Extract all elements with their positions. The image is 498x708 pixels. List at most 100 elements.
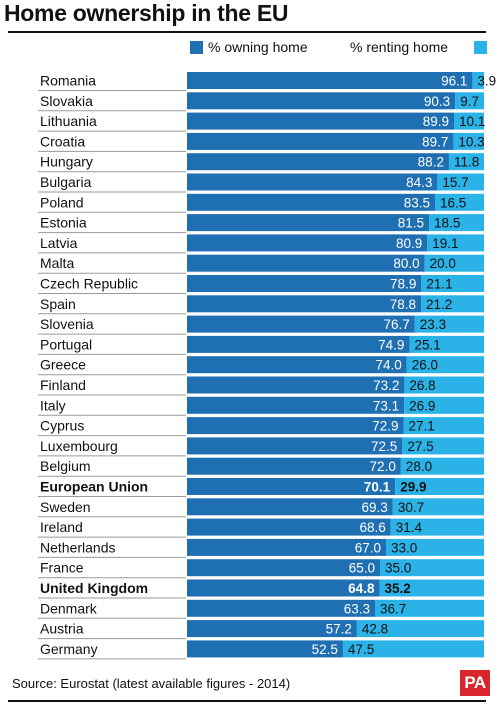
owning-value-label: 52.5 <box>312 642 338 657</box>
owning-value-label: 89.9 <box>423 114 449 129</box>
owning-bar <box>187 376 405 394</box>
owning-bar <box>187 417 404 435</box>
category-label: Portugal <box>40 336 92 352</box>
owning-bar <box>187 234 428 252</box>
category-label: Belgium <box>40 458 91 474</box>
owning-value-label: 90.3 <box>424 94 450 109</box>
owning-value-label: 72.5 <box>371 439 397 454</box>
category-label: Spain <box>40 296 76 312</box>
renting-bar <box>356 620 484 638</box>
category-label: Romania <box>40 73 96 89</box>
renting-value-label: 21.1 <box>426 277 452 292</box>
legend-renting-label: % renting home <box>350 39 449 55</box>
renting-bar <box>404 396 484 414</box>
owning-bar <box>187 72 473 89</box>
bar-chart: Romania 96.1 3.9 Slovakia 90.3 9.7 Lithuania 89… <box>38 72 496 660</box>
renting-bar <box>403 417 484 435</box>
renting-value-label: 36.7 <box>380 601 406 616</box>
renting-bar <box>380 559 484 577</box>
renting-bar <box>395 478 484 495</box>
owning-bar <box>187 173 438 191</box>
category-label: Estonia <box>40 215 87 231</box>
renting-value-label: 28.0 <box>406 459 432 474</box>
category-label: Sweden <box>40 499 91 515</box>
owning-bar <box>187 112 455 130</box>
category-label: Malta <box>40 255 74 271</box>
bottom-rule <box>8 700 486 702</box>
renting-bar <box>379 579 484 597</box>
owning-value-label: 96.1 <box>441 74 467 89</box>
owning-bar <box>187 132 454 150</box>
renting-bar <box>414 315 484 333</box>
renting-value-label: 19.1 <box>432 236 458 251</box>
category-label: Latvia <box>40 235 78 251</box>
renting-value-label: 27.5 <box>407 439 433 454</box>
category-label: Netherlands <box>40 539 116 555</box>
owning-bar <box>187 295 422 313</box>
renting-value-label: 3.9 <box>477 74 496 89</box>
owning-value-label: 83.5 <box>404 195 430 210</box>
renting-bar <box>434 193 484 211</box>
legend-renting-swatch <box>474 41 487 54</box>
renting-value-label: 25.1 <box>414 337 440 352</box>
renting-bar <box>342 640 484 658</box>
renting-bar <box>421 275 484 292</box>
renting-bar <box>385 538 484 556</box>
owning-value-label: 74.0 <box>375 358 401 373</box>
owning-value-label: 57.2 <box>326 622 352 637</box>
renting-value-label: 26.8 <box>409 378 435 393</box>
owning-value-label: 88.2 <box>418 155 444 170</box>
renting-bar <box>406 356 484 374</box>
renting-value-label: 29.9 <box>400 480 426 495</box>
owning-value-label: 69.3 <box>362 500 388 515</box>
category-label: Slovenia <box>40 316 94 332</box>
owning-value-label: 78.8 <box>390 297 416 312</box>
owning-bar <box>187 315 415 333</box>
owning-bar <box>187 335 410 353</box>
owning-bar <box>187 620 357 638</box>
owning-bar <box>187 193 435 211</box>
category-label: Greece <box>40 357 86 373</box>
owning-bar <box>187 153 449 171</box>
renting-value-label: 31.4 <box>396 520 423 535</box>
owning-value-label: 78.9 <box>390 277 416 292</box>
category-label: Lithuania <box>40 113 97 129</box>
owning-bar <box>187 457 401 475</box>
category-label: France <box>40 560 84 576</box>
category-label: Hungary <box>40 154 93 170</box>
renting-value-label: 23.3 <box>420 317 446 332</box>
owning-value-label: 74.9 <box>378 337 404 352</box>
category-label: Germany <box>40 641 98 657</box>
owning-bar <box>187 396 405 414</box>
owning-value-label: 63.3 <box>344 601 370 616</box>
renting-bar <box>472 72 484 89</box>
category-label: Poland <box>40 194 84 210</box>
owning-value-label: 73.1 <box>373 398 399 413</box>
owning-bar <box>187 356 407 374</box>
renting-value-label: 10.3 <box>458 134 484 149</box>
renting-bar <box>437 173 484 191</box>
owning-value-label: 89.7 <box>422 134 448 149</box>
owning-bar <box>187 518 391 536</box>
chart-title: Home ownership in the EU <box>4 0 289 26</box>
category-label: United Kingdom <box>40 580 148 596</box>
renting-bar <box>453 132 484 150</box>
owning-bar <box>187 275 422 292</box>
owning-value-label: 72.9 <box>372 419 398 434</box>
owning-bar <box>187 599 376 617</box>
owning-bar <box>187 478 396 495</box>
renting-value-label: 26.9 <box>409 398 435 413</box>
owning-value-label: 80.9 <box>396 236 422 251</box>
renting-bar <box>424 254 484 272</box>
renting-value-label: 15.7 <box>442 175 468 190</box>
owning-bar <box>187 92 456 110</box>
renting-value-label: 18.5 <box>434 216 460 231</box>
renting-value-label: 35.0 <box>385 561 411 576</box>
owning-value-label: 84.3 <box>406 175 432 190</box>
owning-bar <box>187 538 386 556</box>
owning-bar <box>187 498 393 516</box>
category-label: Cyprus <box>40 418 84 434</box>
owning-bar <box>187 254 425 272</box>
renting-bar <box>390 518 484 536</box>
owning-value-label: 80.0 <box>393 256 419 271</box>
